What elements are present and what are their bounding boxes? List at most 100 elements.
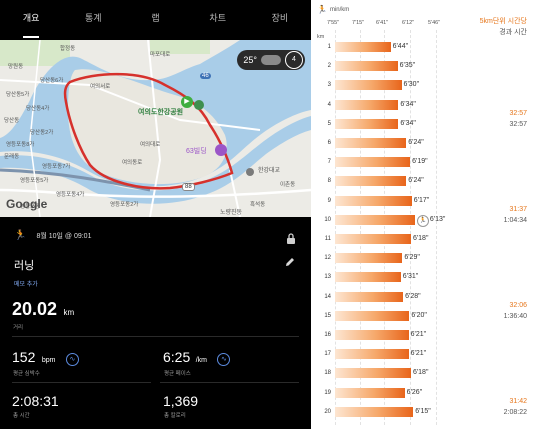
tab-laps[interactable]: 랩 bbox=[151, 13, 160, 23]
pace-axis-tick: 6'12" bbox=[402, 20, 415, 26]
landmark-pin-icon bbox=[215, 144, 227, 156]
route-map[interactable]: 합정동 망원동 당산동6가 당산동5가 당산동4가 당산동 당산동2가 영등포동… bbox=[0, 40, 311, 217]
split-bar bbox=[335, 272, 401, 283]
split-km: 15 bbox=[324, 312, 331, 319]
split-km: 9 bbox=[327, 197, 331, 204]
map-label: 영등포동7가 bbox=[42, 164, 71, 170]
map-graphics bbox=[0, 40, 311, 217]
pace-axis-tick: 7'15" bbox=[352, 20, 365, 26]
split-row[interactable]: 17 6'21" bbox=[311, 348, 535, 360]
place-noryang-label: 노량진동 bbox=[220, 210, 243, 216]
split-row[interactable]: 11 6'18" bbox=[311, 233, 535, 245]
split-pace: 6'34" bbox=[400, 119, 416, 127]
add-memo-link[interactable]: 메모 추가 bbox=[14, 282, 38, 288]
split-row[interactable]: 14 6'28" bbox=[311, 291, 535, 303]
grid-line bbox=[436, 30, 437, 425]
pace-axis-tick: 5'46" bbox=[428, 20, 441, 26]
cloud-icon bbox=[261, 55, 281, 65]
elapsed-time-header: 경과 시간 bbox=[499, 29, 527, 36]
divider bbox=[12, 336, 299, 337]
split-row[interactable]: 9 6'17" bbox=[311, 195, 535, 207]
map-label: 이촌동 bbox=[280, 182, 296, 188]
map-label: 흑석동 bbox=[250, 202, 266, 208]
split-km: 17 bbox=[324, 351, 331, 358]
map-label: 영등포동2가 bbox=[110, 202, 139, 208]
split-km: 7 bbox=[327, 159, 331, 166]
split-km: 3 bbox=[327, 82, 331, 89]
split-row[interactable]: 18 6'18" bbox=[311, 367, 535, 379]
split-pace: 6'21" bbox=[410, 331, 427, 338]
park-marker-icon bbox=[194, 100, 204, 110]
split-time-header: 5km단위 시간당 bbox=[479, 18, 527, 25]
pace-axis-tick: 7'55" bbox=[327, 20, 340, 26]
split-km: 14 bbox=[324, 293, 331, 300]
split-row[interactable]: 10 🏃 6'13" 31:37 1:04:34 bbox=[311, 206, 535, 227]
split-km: 10 bbox=[324, 216, 331, 223]
split-bar bbox=[335, 176, 407, 187]
best-split-icon: 🏃 bbox=[416, 214, 429, 227]
split-bar bbox=[335, 99, 399, 110]
split-row[interactable]: 2 6'35" bbox=[311, 60, 535, 72]
pencil-icon[interactable] bbox=[284, 255, 296, 273]
split-km: 18 bbox=[324, 370, 331, 377]
grid-line bbox=[410, 30, 411, 425]
calories-value: 1,369 bbox=[163, 393, 199, 409]
place-park-label: 여의도한강공원 bbox=[138, 109, 184, 116]
split-row[interactable]: 19 6'26" bbox=[311, 387, 535, 399]
pace-value: 6:25 bbox=[163, 349, 191, 365]
pace-stat: 6:25 /km ∿ bbox=[163, 349, 231, 367]
split-bar bbox=[335, 253, 403, 264]
tab-stats[interactable]: 통계 bbox=[85, 13, 102, 23]
map-label: 여의동로 bbox=[122, 160, 143, 166]
split-km: 8 bbox=[327, 178, 331, 185]
split-row[interactable]: 6 6'24" bbox=[311, 137, 535, 149]
activity-title: 러닝 bbox=[14, 260, 35, 272]
tab-gear[interactable]: 장비 bbox=[271, 13, 289, 23]
split-pace: 6'30" bbox=[403, 81, 420, 89]
split-bar bbox=[335, 368, 411, 379]
split-row[interactable]: 4 6'34" bbox=[311, 99, 535, 111]
hr-unit: bpm bbox=[41, 357, 56, 364]
heartbeat-icon[interactable]: ∿ bbox=[65, 353, 79, 366]
split-5km-time: 32:57 bbox=[509, 109, 527, 117]
compass-icon[interactable]: 4 bbox=[285, 51, 303, 69]
split-row[interactable]: 12 6'29" bbox=[311, 252, 535, 264]
split-bar bbox=[335, 118, 399, 129]
split-row[interactable]: 3 6'30" bbox=[311, 79, 535, 91]
split-5km-time: 31:37 bbox=[509, 205, 527, 213]
split-row[interactable]: 5 6'34" 32:57 32:57 bbox=[311, 110, 535, 130]
total-time-value: 2:08:31 bbox=[12, 393, 59, 409]
grid-line bbox=[335, 30, 336, 425]
map-label: 문래동 bbox=[4, 154, 20, 160]
split-bar bbox=[335, 291, 404, 302]
map-label: 망원동 bbox=[8, 64, 24, 70]
split-pace: 6'18" bbox=[412, 235, 429, 242]
lock-icon[interactable] bbox=[286, 231, 296, 249]
tab-bar: 개요 통계 랩 차트 장비 bbox=[0, 0, 311, 40]
bridge-marker-icon bbox=[246, 168, 254, 176]
split-row[interactable]: 1 6'44" bbox=[311, 41, 535, 53]
split-row[interactable]: 15 6'20" 32:06 1:36:40 bbox=[311, 302, 535, 322]
tab-charts[interactable]: 차트 bbox=[209, 13, 226, 23]
map-label: 영등포동5가 bbox=[20, 178, 49, 184]
split-pace: 6'31" bbox=[402, 273, 419, 281]
google-logo: Google bbox=[6, 197, 48, 211]
split-row[interactable]: 20 6'15" 31:42 2:08:22 bbox=[311, 398, 535, 418]
distance-unit: km bbox=[63, 308, 75, 317]
tab-overview[interactable]: 개요 bbox=[0, 0, 62, 40]
map-label: 영등포동4가 bbox=[56, 192, 85, 198]
split-km: 16 bbox=[324, 332, 331, 338]
pace-axis-tick: 6'41" bbox=[376, 20, 389, 26]
split-row[interactable]: 13 6'31" bbox=[311, 271, 535, 283]
map-label: 여의대로 bbox=[140, 142, 161, 148]
start-flag-icon[interactable]: ▶ bbox=[181, 96, 193, 108]
split-row[interactable]: 7 6'19" bbox=[311, 156, 535, 168]
road-number-badge: 88 bbox=[182, 183, 195, 191]
split-row[interactable]: 8 6'24" bbox=[311, 175, 535, 187]
pace-chart-icon[interactable]: ∿ bbox=[217, 353, 231, 366]
split-row[interactable]: 16 6'21" bbox=[311, 329, 535, 341]
split-pace: 6'20" bbox=[411, 311, 427, 319]
weather-widget[interactable]: 25° 4 bbox=[237, 50, 305, 70]
split-bar bbox=[335, 61, 398, 72]
runner-icon: 🏃 bbox=[317, 5, 327, 14]
